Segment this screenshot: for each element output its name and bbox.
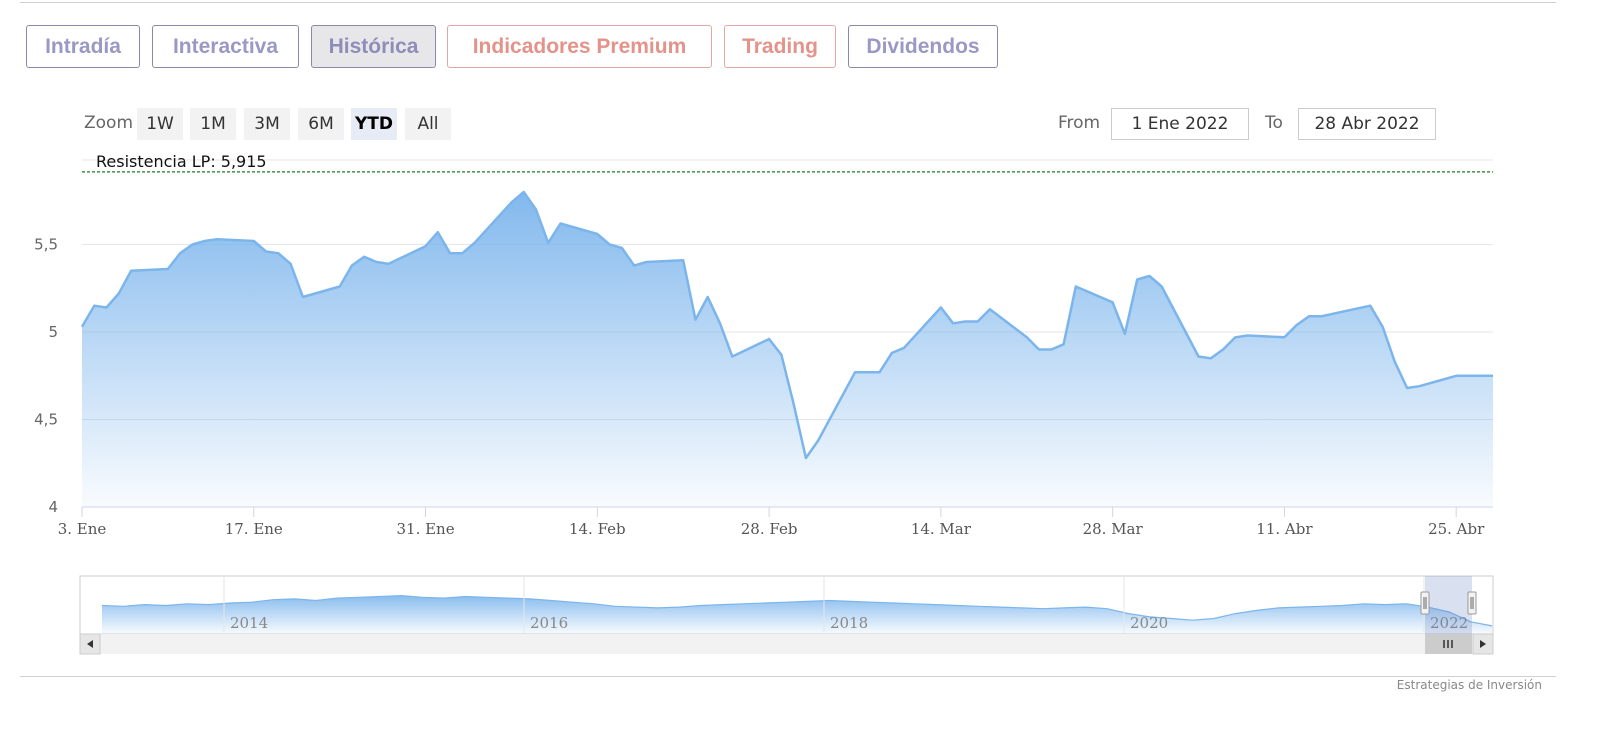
tab-intradia[interactable]: Intradía (26, 25, 140, 68)
resistance-label: Resistencia LP: 5,915 (96, 152, 267, 171)
zoom-label: Zoom (84, 113, 134, 133)
x-tick-label: 14. Feb (569, 520, 626, 538)
bottom-divider (20, 676, 1556, 677)
price-line (80, 190, 1493, 460)
x-tick-label: 14. Mar (911, 520, 972, 538)
navigator-tick-label: 2020 (1130, 614, 1168, 632)
x-tick-label: 17. Ene (225, 520, 283, 538)
x-tick-label: 31. Ene (396, 520, 454, 538)
range-from-input[interactable]: 1 Ene 2022 (1111, 108, 1249, 140)
navigator-tick-label: 2022 (1430, 614, 1468, 632)
tab-interactiva[interactable]: Interactiva (152, 25, 299, 68)
x-tick-label: 3. Ene (58, 520, 107, 538)
tab-dividendos[interactable]: Dividendos (848, 25, 998, 68)
navigator-tick-label: 2016 (530, 614, 568, 632)
arrow-right-icon (1480, 640, 1486, 648)
zoom-1m-button[interactable]: 1M (190, 108, 236, 140)
x-tick-label: 28. Feb (741, 520, 798, 538)
y-tick-label: 4 (48, 498, 58, 516)
range-to-label: To (1265, 113, 1283, 133)
zoom-6m-button[interactable]: 6M (298, 108, 344, 140)
arrow-left-icon (87, 640, 93, 648)
range-from-label: From (1058, 113, 1101, 133)
navigator-right-handle[interactable] (1467, 591, 1477, 615)
zoom-ytd-button[interactable]: YTD (351, 108, 397, 140)
x-tick-label: 25. Abr (1428, 520, 1485, 538)
range-to-input[interactable]: 28 Abr 2022 (1298, 108, 1436, 140)
chart-credit[interactable]: Estrategias de Inversión (1396, 678, 1542, 692)
navigator-line (101, 594, 1493, 627)
navigator-left-handle[interactable] (1420, 591, 1430, 615)
tab-indicadores-premium[interactable]: Indicadores Premium (447, 25, 712, 68)
y-tick-label: 5 (48, 323, 58, 341)
tab-trading[interactable]: Trading (724, 25, 836, 68)
price-area (82, 192, 1493, 507)
x-tick-label: 11. Abr (1256, 520, 1313, 538)
navigator-area (102, 595, 1492, 634)
navigator-tick-label: 2014 (230, 614, 268, 632)
navigator-selection (1425, 576, 1472, 634)
y-tick-label: 4,5 (34, 411, 58, 429)
zoom-1w-button[interactable]: 1W (137, 108, 183, 140)
tab-historica[interactable]: Histórica (311, 25, 436, 68)
y-tick-label: 5,5 (34, 236, 58, 254)
navigator-tick-label: 2018 (830, 614, 868, 632)
x-tick-label: 28. Mar (1083, 520, 1144, 538)
top-divider (20, 2, 1556, 3)
zoom-3m-button[interactable]: 3M (244, 108, 290, 140)
zoom-all-button[interactable]: All (405, 108, 451, 140)
scrollbar-track (80, 634, 1493, 654)
